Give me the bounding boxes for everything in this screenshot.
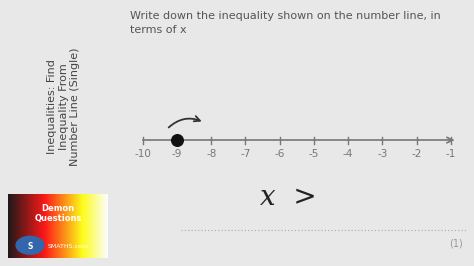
Text: -8: -8 [206,149,216,159]
Text: -7: -7 [240,149,251,159]
Text: -5: -5 [309,149,319,159]
Text: -9: -9 [172,149,182,159]
Text: x  >: x > [260,184,316,211]
Text: Demon
Questions: Demon Questions [35,204,82,223]
Circle shape [16,236,44,254]
Text: -4: -4 [343,149,353,159]
Text: S: S [27,242,33,251]
Text: -2: -2 [411,149,422,159]
Point [173,138,181,142]
Text: -3: -3 [377,149,388,159]
Text: -6: -6 [274,149,285,159]
Text: Write down the inequality shown on the number line, in
terms of x: Write down the inequality shown on the n… [130,11,441,35]
Text: -10: -10 [134,149,151,159]
Text: Inequalities: Find
Inequality From
Number Line (Single): Inequalities: Find Inequality From Numbe… [47,47,81,166]
Text: (1): (1) [449,239,463,249]
Text: -1: -1 [446,149,456,159]
Text: SMATHS.com: SMATHS.com [47,244,89,249]
